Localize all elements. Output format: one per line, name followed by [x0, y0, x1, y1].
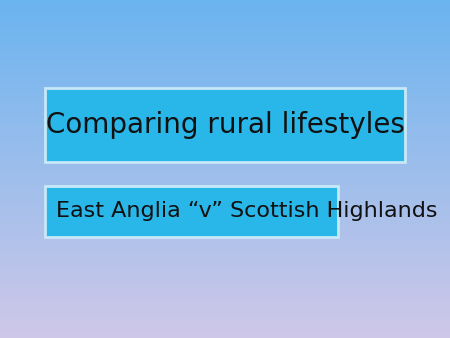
FancyBboxPatch shape: [45, 186, 338, 237]
FancyBboxPatch shape: [45, 88, 405, 162]
Text: East Anglia “v” Scottish Highlands: East Anglia “v” Scottish Highlands: [56, 201, 438, 221]
Text: Comparing rural lifestyles: Comparing rural lifestyles: [45, 111, 405, 139]
